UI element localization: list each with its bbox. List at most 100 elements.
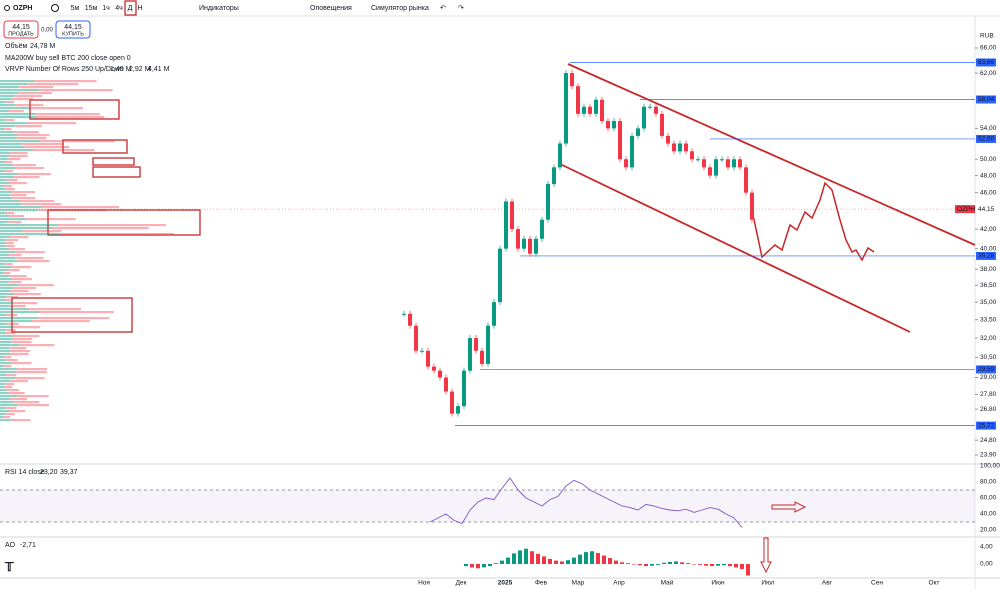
candle	[738, 159, 742, 168]
profile-row	[0, 401, 14, 404]
profile-row	[9, 380, 29, 383]
profile-row	[10, 266, 32, 269]
profile-row	[0, 197, 13, 200]
alerts-button[interactable]: Оповещения	[310, 5, 352, 12]
profile-row	[0, 263, 5, 266]
profile-row	[0, 242, 5, 245]
highlight-box[interactable]	[47, 209, 201, 236]
candle	[534, 238, 538, 254]
price-tick-label: 30,50	[980, 354, 997, 361]
ao-bar	[674, 561, 678, 564]
highlight-box[interactable]	[29, 99, 120, 120]
symbol-tag	[955, 205, 975, 214]
compare-icon[interactable]	[51, 4, 59, 12]
profile-row	[0, 347, 10, 350]
ao-bar	[578, 554, 582, 564]
profile-row	[0, 296, 7, 299]
profile-row	[13, 401, 40, 404]
profile-row	[4, 161, 13, 164]
symbol-tag-label: OZPH	[957, 206, 975, 213]
candle	[408, 313, 412, 326]
profile-row	[6, 269, 20, 272]
time-tick-label: Окт	[929, 580, 940, 587]
highlight-box[interactable]	[92, 166, 141, 178]
profile-row	[0, 128, 5, 131]
profile-row	[0, 284, 19, 287]
ao-bar	[470, 564, 474, 568]
candle	[468, 338, 472, 371]
interval-button[interactable]: 5м	[71, 5, 80, 12]
profile-row	[0, 383, 5, 386]
search-icon[interactable]	[4, 5, 10, 11]
undo-icon[interactable]: ↶	[440, 5, 446, 12]
candle	[462, 370, 466, 407]
price-tick-label: 50,00	[980, 156, 997, 163]
profile-row	[21, 203, 61, 206]
ao-bar	[464, 564, 468, 567]
interval-button[interactable]: 1ч	[102, 5, 110, 12]
interval-button[interactable]: 4ч	[115, 5, 123, 12]
level-tag-label: 25,72	[978, 422, 995, 429]
highlight-box[interactable]	[11, 297, 133, 333]
profile-row	[0, 377, 16, 380]
ao-bar	[692, 564, 696, 565]
ao-bar	[626, 563, 630, 564]
trendline[interactable]	[557, 162, 911, 333]
profile-row	[0, 332, 6, 335]
symbol[interactable]: OZPH	[13, 5, 32, 12]
candle	[714, 159, 718, 176]
interval-button[interactable]: Д	[128, 5, 133, 12]
candle	[606, 121, 610, 129]
arrow-right[interactable]	[771, 501, 807, 513]
profile-row	[10, 419, 31, 422]
currency: RUB	[980, 33, 994, 40]
sell-button[interactable]	[3, 20, 39, 39]
profile-row	[5, 212, 15, 215]
vrvp-legend: VRVP Number Of Rows 250 Up/Down	[5, 66, 124, 73]
profile-row	[18, 92, 52, 95]
candle	[558, 143, 562, 168]
profile-row	[12, 302, 38, 305]
trendline[interactable]	[567, 63, 976, 246]
profile-row	[11, 362, 32, 365]
profile-row	[0, 221, 8, 224]
candle	[702, 159, 706, 168]
profile-row	[8, 248, 25, 251]
interval-button[interactable]: Н	[137, 5, 142, 12]
interval-button[interactable]: 15м	[85, 5, 98, 12]
profile-row	[5, 314, 18, 317]
profile-row	[0, 131, 14, 134]
price-tick-label: 27,80	[980, 391, 997, 398]
price-tick-label: 33,50	[980, 316, 997, 323]
redo-icon[interactable]: ↷	[458, 5, 464, 12]
highlight-box[interactable]	[92, 157, 135, 166]
profile-row	[9, 236, 29, 239]
arrow-down[interactable]	[760, 537, 772, 574]
profile-row	[0, 149, 34, 152]
candle	[672, 143, 676, 152]
candle	[564, 73, 568, 144]
profile-row	[0, 389, 7, 392]
profile-row	[0, 125, 15, 128]
profile-row	[0, 203, 22, 206]
profile-row	[7, 158, 21, 161]
ao-bar	[662, 562, 666, 564]
tv-logo: 𝕋	[4, 560, 14, 574]
profile-row	[0, 230, 22, 233]
profile-row	[0, 260, 18, 263]
highlight-box[interactable]	[62, 139, 128, 154]
profile-row	[0, 83, 28, 86]
level-tag-label: 52,60	[978, 136, 995, 143]
profile-row	[21, 230, 62, 233]
indicators-button[interactable]: Индикаторы	[199, 5, 239, 12]
profile-row	[0, 107, 30, 110]
replay-button[interactable]: Симулятор рынка	[371, 5, 429, 12]
projection-path[interactable]	[752, 181, 875, 262]
ao-bar	[500, 560, 504, 564]
profile-row	[0, 326, 15, 329]
vrvp-down: 2,92 M	[129, 66, 151, 73]
profile-row	[0, 251, 16, 254]
buy-button[interactable]	[55, 20, 91, 39]
profile-row	[5, 413, 15, 416]
level-tag	[976, 58, 996, 67]
